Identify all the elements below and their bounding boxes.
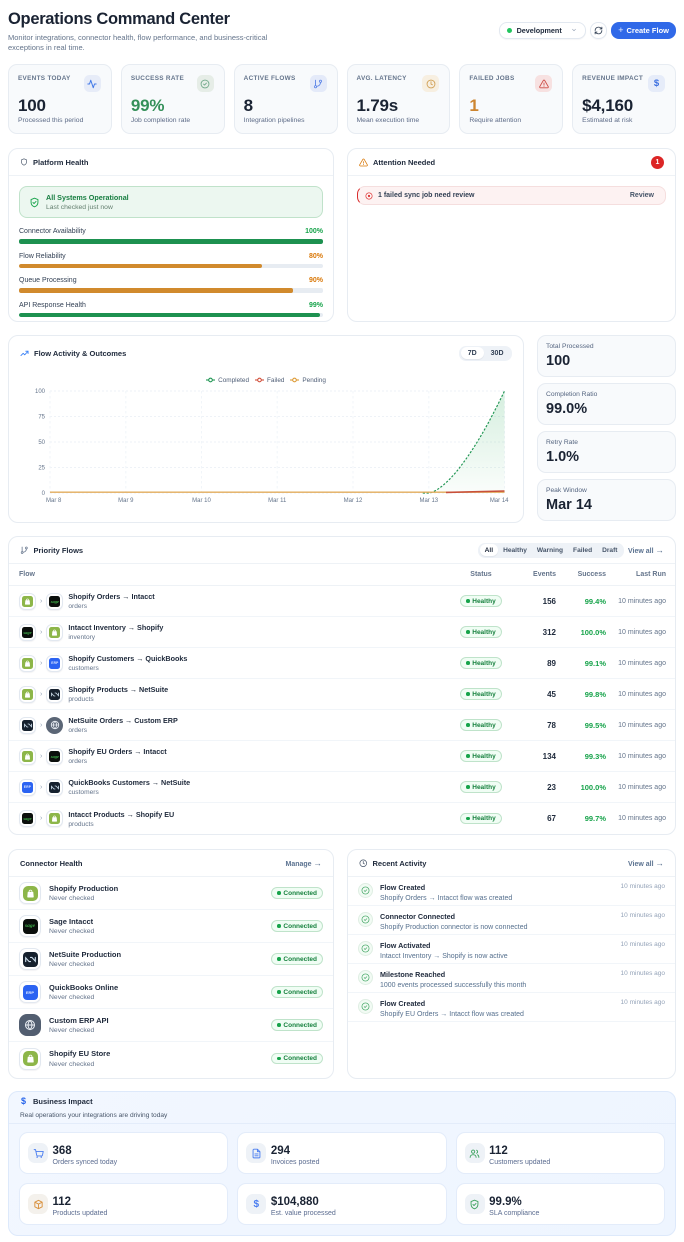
svg-text:75: 75	[38, 415, 45, 421]
svg-text:Mar 11: Mar 11	[268, 498, 287, 504]
svg-text:Mar 13: Mar 13	[419, 498, 438, 504]
svg-text:Mar 10: Mar 10	[192, 498, 211, 504]
svg-text:Mar 9: Mar 9	[118, 498, 134, 504]
svg-text:0: 0	[42, 491, 46, 497]
svg-text:100: 100	[35, 389, 46, 395]
svg-text:Mar 8: Mar 8	[46, 498, 62, 504]
svg-text:Mar 12: Mar 12	[344, 498, 363, 504]
svg-text:25: 25	[38, 466, 45, 472]
svg-text:Mar 14: Mar 14	[490, 498, 509, 504]
svg-text:50: 50	[38, 440, 45, 446]
